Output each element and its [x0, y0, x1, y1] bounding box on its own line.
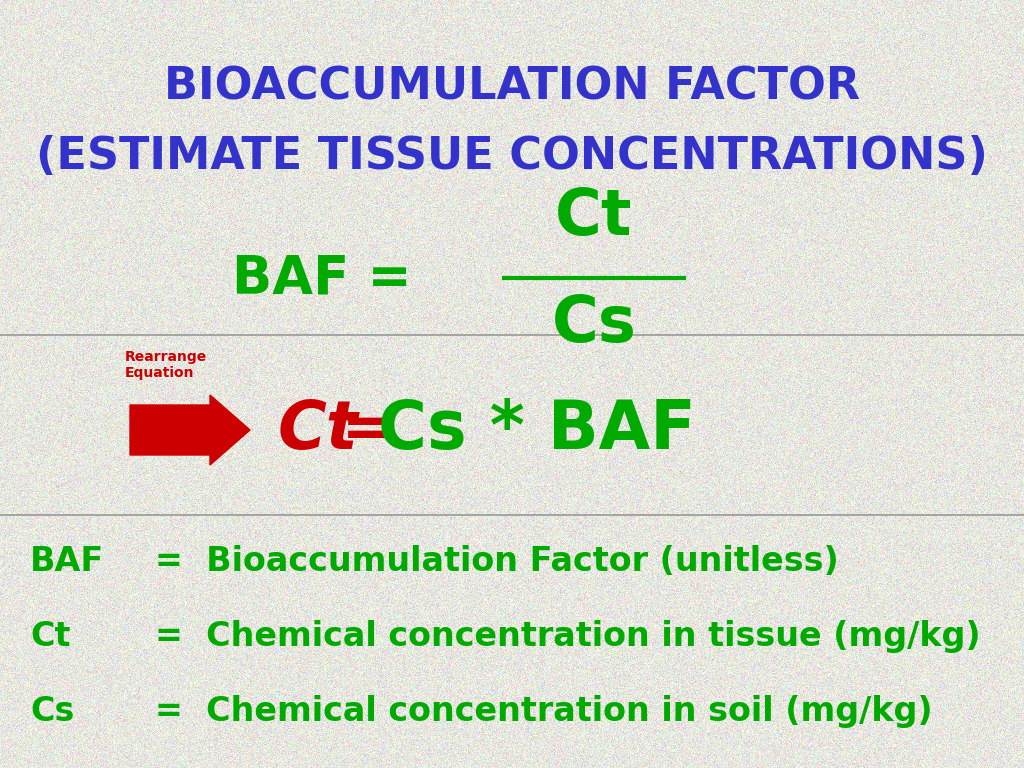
Text: Cs: Cs [552, 293, 636, 355]
Text: Rearrange
Equation: Rearrange Equation [125, 350, 207, 380]
Text: (ESTIMATE TISSUE CONCENTRATIONS): (ESTIMATE TISSUE CONCENTRATIONS) [36, 135, 988, 178]
Text: =  Bioaccumulation Factor (unitless): = Bioaccumulation Factor (unitless) [155, 545, 839, 578]
FancyArrow shape [130, 395, 250, 465]
Text: =: = [342, 402, 391, 458]
Text: =  Chemical concentration in tissue (mg/kg): = Chemical concentration in tissue (mg/k… [155, 620, 981, 653]
Text: Ct: Ct [30, 620, 71, 653]
Text: Ct: Ct [278, 397, 358, 463]
Text: =  Chemical concentration in soil (mg/kg): = Chemical concentration in soil (mg/kg) [155, 695, 933, 728]
Text: BIOACCUMULATION FACTOR: BIOACCUMULATION FACTOR [164, 65, 860, 108]
Text: Cs * BAF: Cs * BAF [378, 397, 695, 463]
Text: BAF =: BAF = [232, 252, 430, 304]
Text: Ct: Ct [555, 186, 633, 248]
Text: BAF: BAF [30, 545, 104, 578]
Text: Cs: Cs [30, 695, 75, 728]
